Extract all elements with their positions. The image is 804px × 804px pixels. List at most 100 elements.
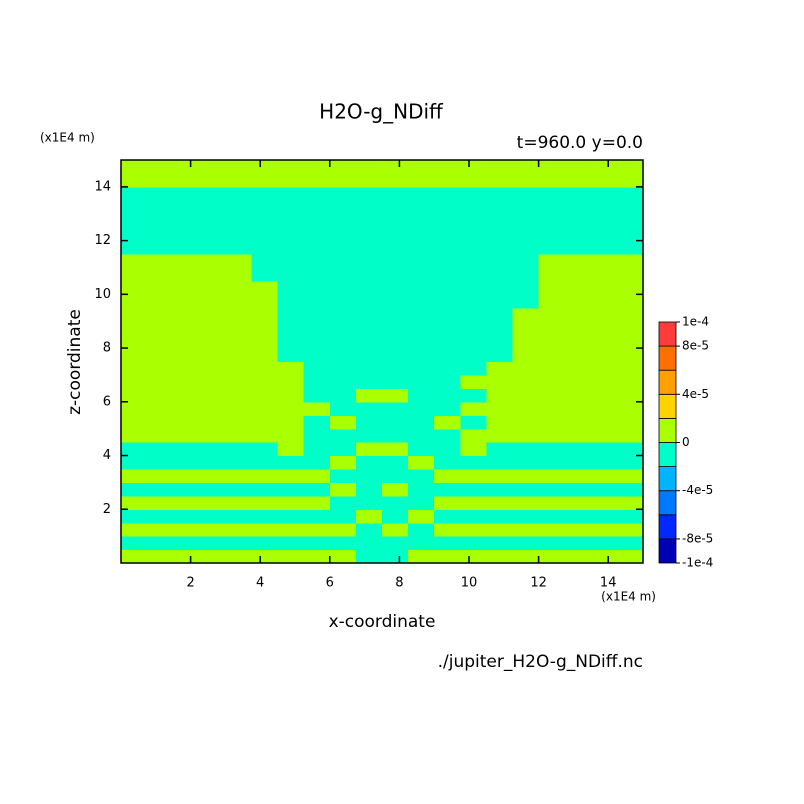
contour-cell — [590, 254, 618, 269]
contour-cell — [173, 415, 200, 430]
contour-cell — [173, 361, 200, 376]
contour-cell — [225, 348, 253, 363]
x-tick-label: 4 — [256, 576, 264, 591]
contour-cell — [277, 549, 305, 564]
contour-cell — [173, 442, 200, 457]
contour-cell — [225, 227, 253, 242]
contour-cell — [251, 428, 279, 443]
contour-cell — [355, 348, 383, 363]
contour-cell — [199, 509, 226, 524]
source-label: ./jupiter_H2O-g_NDiff.nc — [438, 652, 643, 672]
contour-cell — [486, 388, 514, 403]
contour-cell — [564, 213, 592, 228]
contour-cell — [173, 307, 200, 322]
contour-cell — [408, 374, 435, 389]
contour-cell — [225, 254, 253, 269]
contour-cell — [147, 442, 174, 457]
contour-cell — [303, 468, 331, 483]
contour-cell — [303, 321, 331, 336]
contour-cell — [382, 294, 409, 309]
contour-cell — [590, 536, 618, 551]
contour-cell — [382, 388, 409, 403]
contour-cell — [199, 227, 226, 242]
contour-cell — [173, 294, 200, 309]
contour-cell — [590, 415, 618, 430]
contour-cell — [434, 186, 461, 201]
contour-cell — [277, 428, 305, 443]
contour-cell — [355, 160, 383, 175]
contour-cell — [225, 200, 253, 215]
y-unit: (x1E4 m) — [40, 131, 95, 145]
contour-cell — [408, 482, 435, 497]
colorbar-band — [658, 538, 677, 564]
contour-cell — [199, 254, 226, 269]
y-tick-label: 14 — [94, 179, 111, 194]
contour-cell — [147, 334, 174, 349]
contour-cell — [225, 160, 253, 175]
contour-cell — [277, 173, 305, 188]
contour-cell — [564, 509, 592, 524]
contour-cell — [173, 522, 200, 537]
contour-cell — [486, 227, 514, 242]
contour-cell — [434, 509, 461, 524]
contour-cell — [460, 415, 487, 430]
contour-cell — [512, 173, 540, 188]
contour-cell — [173, 280, 200, 295]
contour-cell — [486, 173, 514, 188]
contour-cell — [382, 213, 409, 228]
contour-cell — [564, 549, 592, 564]
contour-cell — [590, 495, 618, 510]
contour-cell — [616, 240, 644, 255]
contour-cell — [329, 442, 357, 457]
contour-cell — [277, 160, 305, 175]
contour-cell — [147, 374, 174, 389]
contour-cell — [408, 334, 435, 349]
contour-cell — [121, 401, 148, 416]
contour-cell — [564, 186, 592, 201]
contour-cell — [382, 536, 409, 551]
contour-cell — [486, 267, 514, 282]
contour-cell — [382, 200, 409, 215]
contour-cell — [199, 213, 226, 228]
contour-cell — [199, 374, 226, 389]
x-tick-label: 2 — [186, 576, 194, 591]
contour-cell — [564, 173, 592, 188]
contour-cell — [616, 160, 644, 175]
contour-cell — [277, 522, 305, 537]
contour-cell — [121, 334, 148, 349]
contour-cell — [408, 173, 435, 188]
contour-cell — [225, 549, 253, 564]
contour-cell — [225, 280, 253, 295]
contour-cell — [173, 374, 200, 389]
contour-cell — [121, 213, 148, 228]
contour-cell — [590, 227, 618, 242]
contour-cell — [564, 522, 592, 537]
contour-cell — [590, 267, 618, 282]
contour-cell — [277, 294, 305, 309]
contour-cell — [277, 321, 305, 336]
contour-cell — [277, 455, 305, 470]
contour-cell — [199, 401, 226, 416]
contour-cell — [434, 348, 461, 363]
contour-cell — [382, 509, 409, 524]
contour-cell — [512, 361, 540, 376]
contour-cell — [251, 240, 279, 255]
contour-cell — [486, 254, 514, 269]
contour-cell — [460, 173, 487, 188]
contour-cell — [147, 509, 174, 524]
contour-cell — [434, 361, 461, 376]
contour-cell — [564, 401, 592, 416]
contour-cell — [251, 348, 279, 363]
contour-cell — [199, 173, 226, 188]
contour-cell — [303, 415, 331, 430]
contour-cell — [616, 415, 644, 430]
contour-cell — [173, 536, 200, 551]
contour-cell — [616, 401, 644, 416]
contour-cell — [434, 213, 461, 228]
contour-cell — [303, 254, 331, 269]
contour-cell — [329, 254, 357, 269]
contour-cell — [147, 361, 174, 376]
contour-cell — [121, 536, 148, 551]
contour-cell — [564, 482, 592, 497]
contour-cell — [251, 495, 279, 510]
